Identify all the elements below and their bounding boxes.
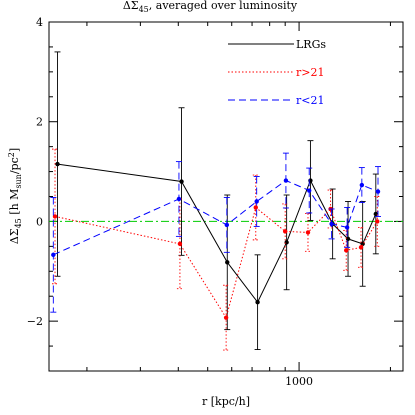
data-point — [282, 229, 288, 234]
data-point — [51, 252, 56, 258]
y-tick-label: −2 — [27, 315, 43, 328]
data-point — [305, 230, 311, 235]
data-point — [179, 179, 184, 184]
series-0 — [54, 51, 379, 351]
legend-label: r>21 — [296, 66, 324, 79]
data-point — [359, 182, 365, 188]
y-tick-label: 0 — [36, 215, 43, 228]
series-line — [54, 206, 378, 319]
data-point — [345, 236, 351, 242]
y-label-end: ] — [8, 148, 21, 152]
y-label-sup: 2 — [7, 152, 16, 157]
series-line — [57, 163, 377, 304]
y-axis-label: ΔΣ45 [h Msun/pc2] — [7, 148, 23, 244]
axis-tick-labels: −2 0 2 4 1000 — [27, 16, 313, 388]
chart-title-rest: , averaged over luminosity — [149, 0, 298, 12]
data-point — [329, 221, 334, 227]
legend-label: LRGs — [296, 38, 326, 51]
data-point — [224, 222, 230, 228]
series-line — [53, 179, 379, 256]
data-point — [344, 248, 349, 253]
data-point — [176, 196, 182, 202]
chart-title-sub: 45 — [139, 5, 149, 14]
y-label-mid: [h M — [8, 189, 21, 219]
data-point — [254, 199, 259, 204]
y-label-main: ΔΣ — [8, 228, 21, 244]
series-group — [50, 51, 382, 351]
data-point — [375, 219, 380, 224]
x-tick-label: 1000 — [285, 375, 313, 388]
chart-title: ΔΣ45, averaged over luminosity — [123, 0, 298, 14]
legend: LRGs r>21 r<21 — [228, 38, 326, 107]
y-label-sub: 45 — [14, 218, 23, 228]
chart-title-main: ΔΣ — [123, 0, 139, 12]
data-point — [344, 225, 350, 230]
data-point — [358, 245, 364, 250]
data-point — [223, 315, 229, 320]
data-point — [55, 161, 60, 167]
y-label-sub2: sun — [14, 174, 23, 188]
data-point — [52, 214, 58, 219]
x-axis-label: r [kpc/h] — [202, 395, 250, 408]
y-tick-label: 4 — [36, 16, 43, 29]
data-point — [253, 205, 258, 210]
data-point — [375, 189, 381, 194]
y-tick-label: 2 — [36, 116, 43, 129]
data-point — [177, 241, 183, 247]
legend-label: r<21 — [296, 94, 324, 107]
y-label-mid2: /pc — [8, 157, 21, 174]
series-1 — [52, 148, 381, 351]
data-point — [283, 178, 289, 183]
data-point — [307, 188, 312, 193]
series-2 — [50, 152, 382, 313]
data-point — [225, 260, 230, 265]
data-point — [255, 299, 260, 305]
